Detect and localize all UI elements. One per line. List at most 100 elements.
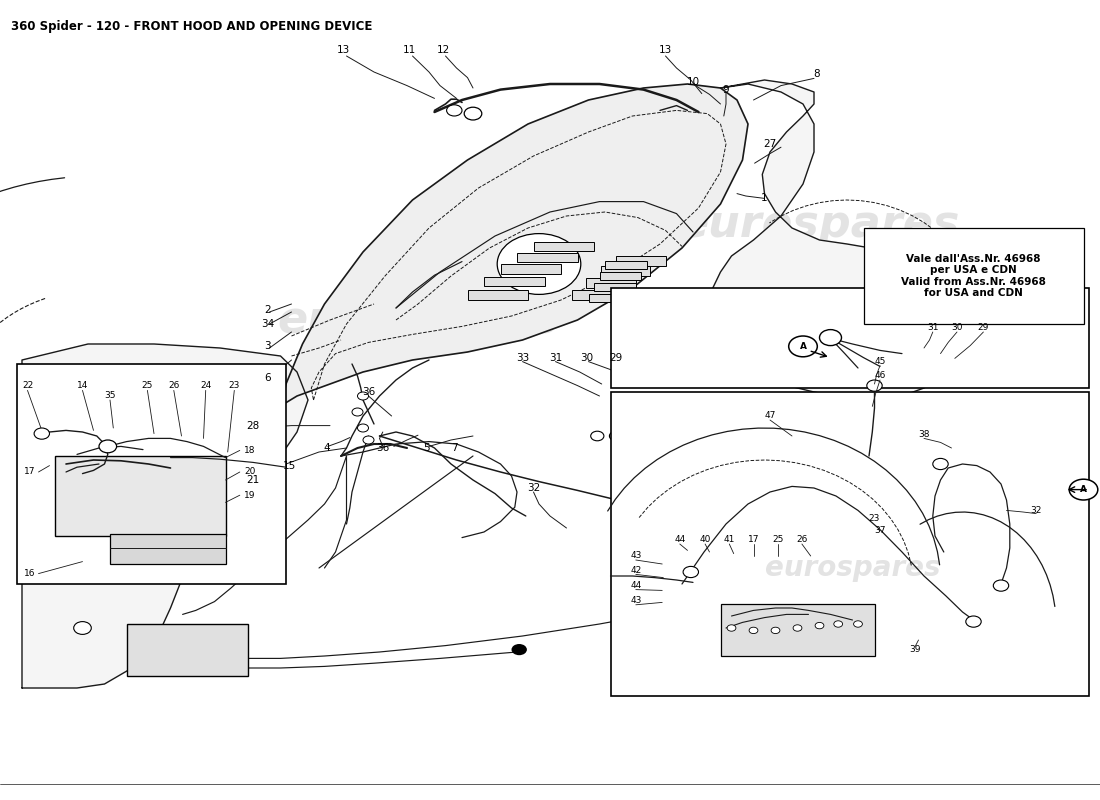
Text: 16: 16 [24, 569, 35, 578]
Bar [594, 283, 636, 291]
Bar [720, 604, 874, 656]
Circle shape [363, 436, 374, 444]
FancyBboxPatch shape [864, 228, 1084, 324]
Bar [586, 278, 636, 288]
Circle shape [464, 107, 482, 120]
Polygon shape [713, 80, 974, 400]
Circle shape [626, 429, 639, 438]
Bar [484, 277, 544, 286]
Circle shape [749, 627, 758, 634]
Text: 360 Spider - 120 - FRONT HOOD AND OPENING DEVICE: 360 Spider - 120 - FRONT HOOD AND OPENIN… [11, 20, 373, 33]
Circle shape [933, 458, 948, 470]
Text: 36: 36 [376, 443, 389, 453]
Text: 10: 10 [686, 78, 700, 87]
Circle shape [468, 110, 478, 118]
Text: 35: 35 [104, 391, 116, 401]
Bar [110, 534, 226, 564]
Circle shape [867, 380, 882, 391]
Circle shape [854, 621, 862, 627]
Text: 25: 25 [772, 535, 783, 545]
Text: 31: 31 [927, 323, 938, 333]
Text: 45: 45 [874, 357, 886, 366]
Circle shape [966, 616, 981, 627]
Text: 19: 19 [244, 490, 255, 500]
Text: 4: 4 [323, 443, 330, 453]
Text: A: A [800, 342, 806, 351]
Text: 26: 26 [796, 535, 807, 545]
Text: 33: 33 [516, 353, 529, 362]
Text: Vale dall'Ass.Nr. 46968
per USA e CDN
Valid from Ass.Nr. 46968
for USA and CDN: Vale dall'Ass.Nr. 46968 per USA e CDN Va… [901, 254, 1046, 298]
Circle shape [352, 408, 363, 416]
Circle shape [727, 625, 736, 631]
Text: 31: 31 [549, 353, 562, 362]
Text: 43: 43 [630, 596, 641, 606]
Text: 2: 2 [264, 306, 271, 315]
Text: 20: 20 [244, 467, 255, 477]
Bar [500, 264, 561, 274]
Text: 8: 8 [813, 70, 820, 79]
Text: 17: 17 [24, 467, 35, 477]
Polygon shape [280, 84, 748, 412]
Circle shape [993, 580, 1009, 591]
Text: 26: 26 [168, 381, 179, 390]
Text: 13: 13 [337, 45, 350, 54]
Text: 3: 3 [264, 342, 271, 351]
Text: 44: 44 [674, 535, 685, 545]
Circle shape [815, 622, 824, 629]
Circle shape [591, 431, 604, 441]
Text: 42: 42 [630, 566, 641, 575]
Text: A: A [1080, 485, 1087, 494]
Circle shape [358, 424, 368, 432]
Circle shape [512, 644, 527, 655]
Circle shape [74, 622, 91, 634]
Bar [610, 392, 1089, 696]
Text: 47: 47 [764, 411, 776, 421]
Text: 12: 12 [437, 45, 450, 54]
Bar [16, 364, 286, 584]
Bar [468, 290, 528, 300]
Text: 23: 23 [869, 514, 880, 523]
Bar [534, 242, 594, 251]
Bar [610, 288, 1089, 388]
Text: 28: 28 [246, 421, 260, 430]
Text: 44: 44 [630, 581, 641, 590]
Text: 30: 30 [580, 353, 593, 362]
Circle shape [497, 234, 581, 294]
Circle shape [358, 392, 368, 400]
Text: 21: 21 [246, 475, 260, 485]
Circle shape [834, 621, 843, 627]
Text: 29: 29 [609, 353, 623, 362]
Bar [55, 456, 225, 536]
Text: eurospares: eurospares [679, 202, 960, 246]
Text: 7: 7 [451, 443, 458, 453]
Text: 18: 18 [244, 446, 255, 455]
Text: 41: 41 [724, 535, 735, 545]
Circle shape [793, 625, 802, 631]
Text: 22: 22 [22, 381, 33, 390]
Polygon shape [22, 344, 308, 688]
Circle shape [34, 428, 50, 439]
Circle shape [771, 627, 780, 634]
Text: 34: 34 [261, 319, 274, 329]
Text: 24: 24 [200, 381, 211, 390]
Circle shape [663, 605, 679, 616]
Text: 46: 46 [874, 371, 886, 381]
Text: eurospares: eurospares [764, 554, 940, 582]
Text: 5: 5 [424, 443, 430, 453]
Bar [605, 261, 647, 269]
Text: 25: 25 [142, 381, 153, 390]
Text: 11: 11 [403, 45, 416, 54]
Text: 40: 40 [700, 535, 711, 545]
Circle shape [1069, 479, 1098, 500]
Circle shape [820, 330, 842, 346]
Circle shape [789, 336, 817, 357]
Bar [517, 253, 578, 262]
Bar [600, 272, 641, 280]
Text: 9: 9 [723, 85, 729, 94]
Text: 32: 32 [1031, 506, 1042, 515]
Text: 27: 27 [763, 139, 777, 149]
Bar [588, 294, 630, 302]
Text: eurospares: eurospares [277, 298, 559, 342]
Bar [126, 624, 248, 676]
Text: 23: 23 [229, 381, 240, 390]
